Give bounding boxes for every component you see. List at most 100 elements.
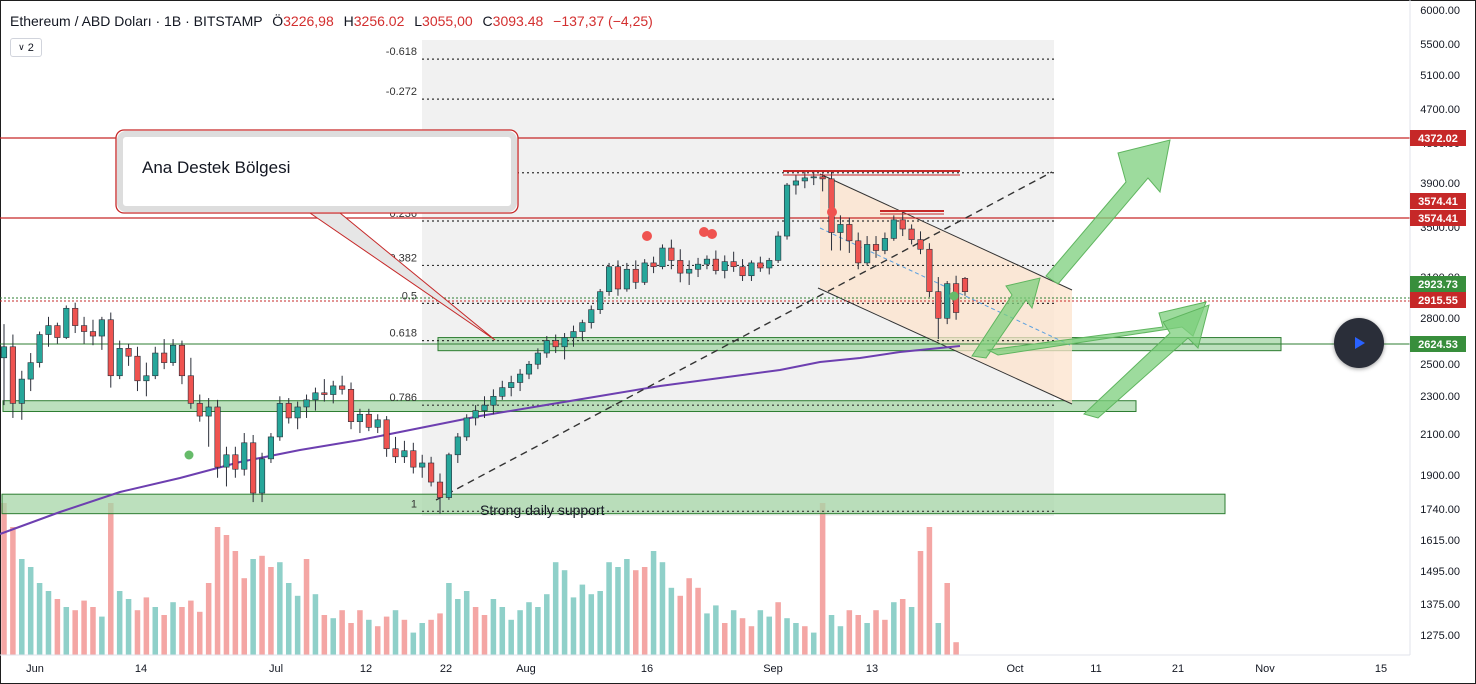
volume-bar bbox=[241, 578, 248, 655]
candle-body bbox=[454, 436, 461, 456]
volume-bar bbox=[45, 591, 52, 655]
volume-bar bbox=[348, 623, 354, 655]
volume-bar bbox=[810, 632, 817, 655]
volume-bar bbox=[134, 610, 141, 655]
volume-bar bbox=[63, 607, 70, 655]
candle-body bbox=[855, 240, 862, 264]
candle-body bbox=[321, 392, 328, 395]
volume-bar bbox=[650, 551, 657, 655]
candle-body bbox=[694, 263, 702, 270]
time-tick-label: Aug bbox=[516, 663, 536, 675]
volume-bar bbox=[926, 527, 933, 655]
candle-body bbox=[187, 375, 194, 404]
candle-body bbox=[525, 363, 533, 375]
price-tag-box bbox=[1410, 130, 1466, 146]
candle-body bbox=[170, 344, 177, 363]
volume-bar bbox=[446, 583, 452, 655]
volume-bar bbox=[499, 607, 506, 655]
candle-body bbox=[374, 419, 381, 428]
projection-arrows bbox=[971, 139, 1210, 419]
fib-level-label: 1 bbox=[411, 498, 417, 510]
volume-bar bbox=[606, 562, 612, 655]
volume-bar bbox=[935, 623, 942, 655]
price-tick-label: 2300.00 bbox=[1420, 391, 1460, 403]
price-tag-label: 2624.53 bbox=[1418, 339, 1458, 351]
volume-bar bbox=[143, 597, 150, 655]
candle-body bbox=[143, 375, 150, 382]
volume-bar bbox=[472, 607, 479, 655]
candle-body bbox=[783, 184, 791, 237]
time-tick-label: 14 bbox=[135, 663, 147, 675]
volume-bar bbox=[179, 607, 185, 655]
volume-bar bbox=[837, 626, 844, 655]
symbol-title: Ethereum / ABD Doları · 1B · BITSTAMP bbox=[10, 13, 263, 29]
candle-body bbox=[205, 406, 212, 417]
candle-body bbox=[864, 244, 871, 264]
candle-body bbox=[614, 266, 622, 290]
volume-bar bbox=[250, 559, 256, 655]
volume-bar bbox=[490, 599, 497, 655]
candle-body bbox=[944, 283, 951, 319]
time-axis-ticks: Jun 14 Jul 12 22 Aug 16 Sep 13 Oct 11 21 Nov 15 bbox=[26, 663, 1387, 675]
candle-body bbox=[677, 260, 684, 274]
price-tick-label: 5100.00 bbox=[1420, 70, 1460, 82]
support-label: Strong daily support bbox=[480, 502, 605, 518]
candle-body bbox=[757, 262, 764, 269]
volume-bar bbox=[321, 615, 328, 655]
volume-bar bbox=[339, 610, 345, 655]
symbol-header[interactable]: Ethereum / ABD Doları · 1B · BITSTAMP Ö3… bbox=[10, 13, 653, 29]
price-tick-label: 1275.00 bbox=[1420, 630, 1460, 642]
price-tag-label: 4372.02 bbox=[1418, 133, 1458, 145]
volume-bar bbox=[757, 610, 764, 655]
candle-body bbox=[926, 248, 933, 292]
candle-body bbox=[650, 262, 657, 268]
volume-bar bbox=[802, 626, 808, 655]
candle-body bbox=[63, 307, 70, 338]
fib-level-label: 0.5 bbox=[402, 290, 417, 302]
indicators-toggle[interactable]: ∨ 2 bbox=[10, 38, 42, 57]
volume-bar bbox=[624, 559, 630, 655]
candle-body bbox=[196, 403, 203, 417]
volume-bar bbox=[27, 567, 34, 655]
high-label: H3256.02 bbox=[343, 13, 405, 29]
time-tick-label: 12 bbox=[360, 663, 372, 675]
fib-level-label: -0.272 bbox=[386, 86, 417, 98]
candle-body bbox=[552, 340, 559, 348]
volume-bar bbox=[428, 619, 434, 655]
candle-body bbox=[668, 247, 675, 261]
time-tick-label: Nov bbox=[1255, 663, 1275, 675]
price-tags: 4372.02 3574.41 3574.41 2923.73 2915.55 2624.… bbox=[1410, 130, 1466, 352]
time-tick-label: Sep bbox=[763, 663, 783, 675]
price-tick-label: 2800.00 bbox=[1420, 313, 1460, 325]
volume-bar bbox=[259, 555, 265, 655]
candle-body bbox=[472, 410, 479, 419]
volume-bar bbox=[917, 551, 924, 655]
volume-bar bbox=[713, 605, 719, 655]
volume-bar bbox=[615, 567, 621, 655]
volume-bar bbox=[597, 591, 603, 655]
candle-body bbox=[686, 268, 693, 274]
volume-bars bbox=[1, 503, 959, 655]
candle-body bbox=[792, 180, 799, 186]
volume-bar bbox=[570, 597, 577, 655]
volume-bar bbox=[793, 623, 799, 655]
candle-body bbox=[775, 235, 782, 261]
candle-body bbox=[517, 373, 524, 383]
time-tick-label: 11 bbox=[1090, 663, 1101, 675]
change-value: −137,37 (−4,25) bbox=[553, 13, 653, 29]
volume-bar bbox=[90, 607, 96, 655]
open-label: Ö3226,98 bbox=[272, 13, 334, 29]
volume-bar bbox=[10, 527, 16, 655]
candle-body bbox=[570, 331, 577, 338]
volume-bar bbox=[828, 615, 835, 655]
candle-body bbox=[739, 266, 746, 277]
candle-body bbox=[846, 224, 853, 242]
candle-body bbox=[134, 355, 141, 382]
candle-body bbox=[383, 419, 390, 450]
replay-play-button[interactable] bbox=[1334, 318, 1384, 368]
volume-bar bbox=[668, 587, 675, 655]
play-icon bbox=[1355, 337, 1365, 349]
volume-bar bbox=[197, 611, 203, 655]
volume-bar bbox=[330, 618, 336, 655]
